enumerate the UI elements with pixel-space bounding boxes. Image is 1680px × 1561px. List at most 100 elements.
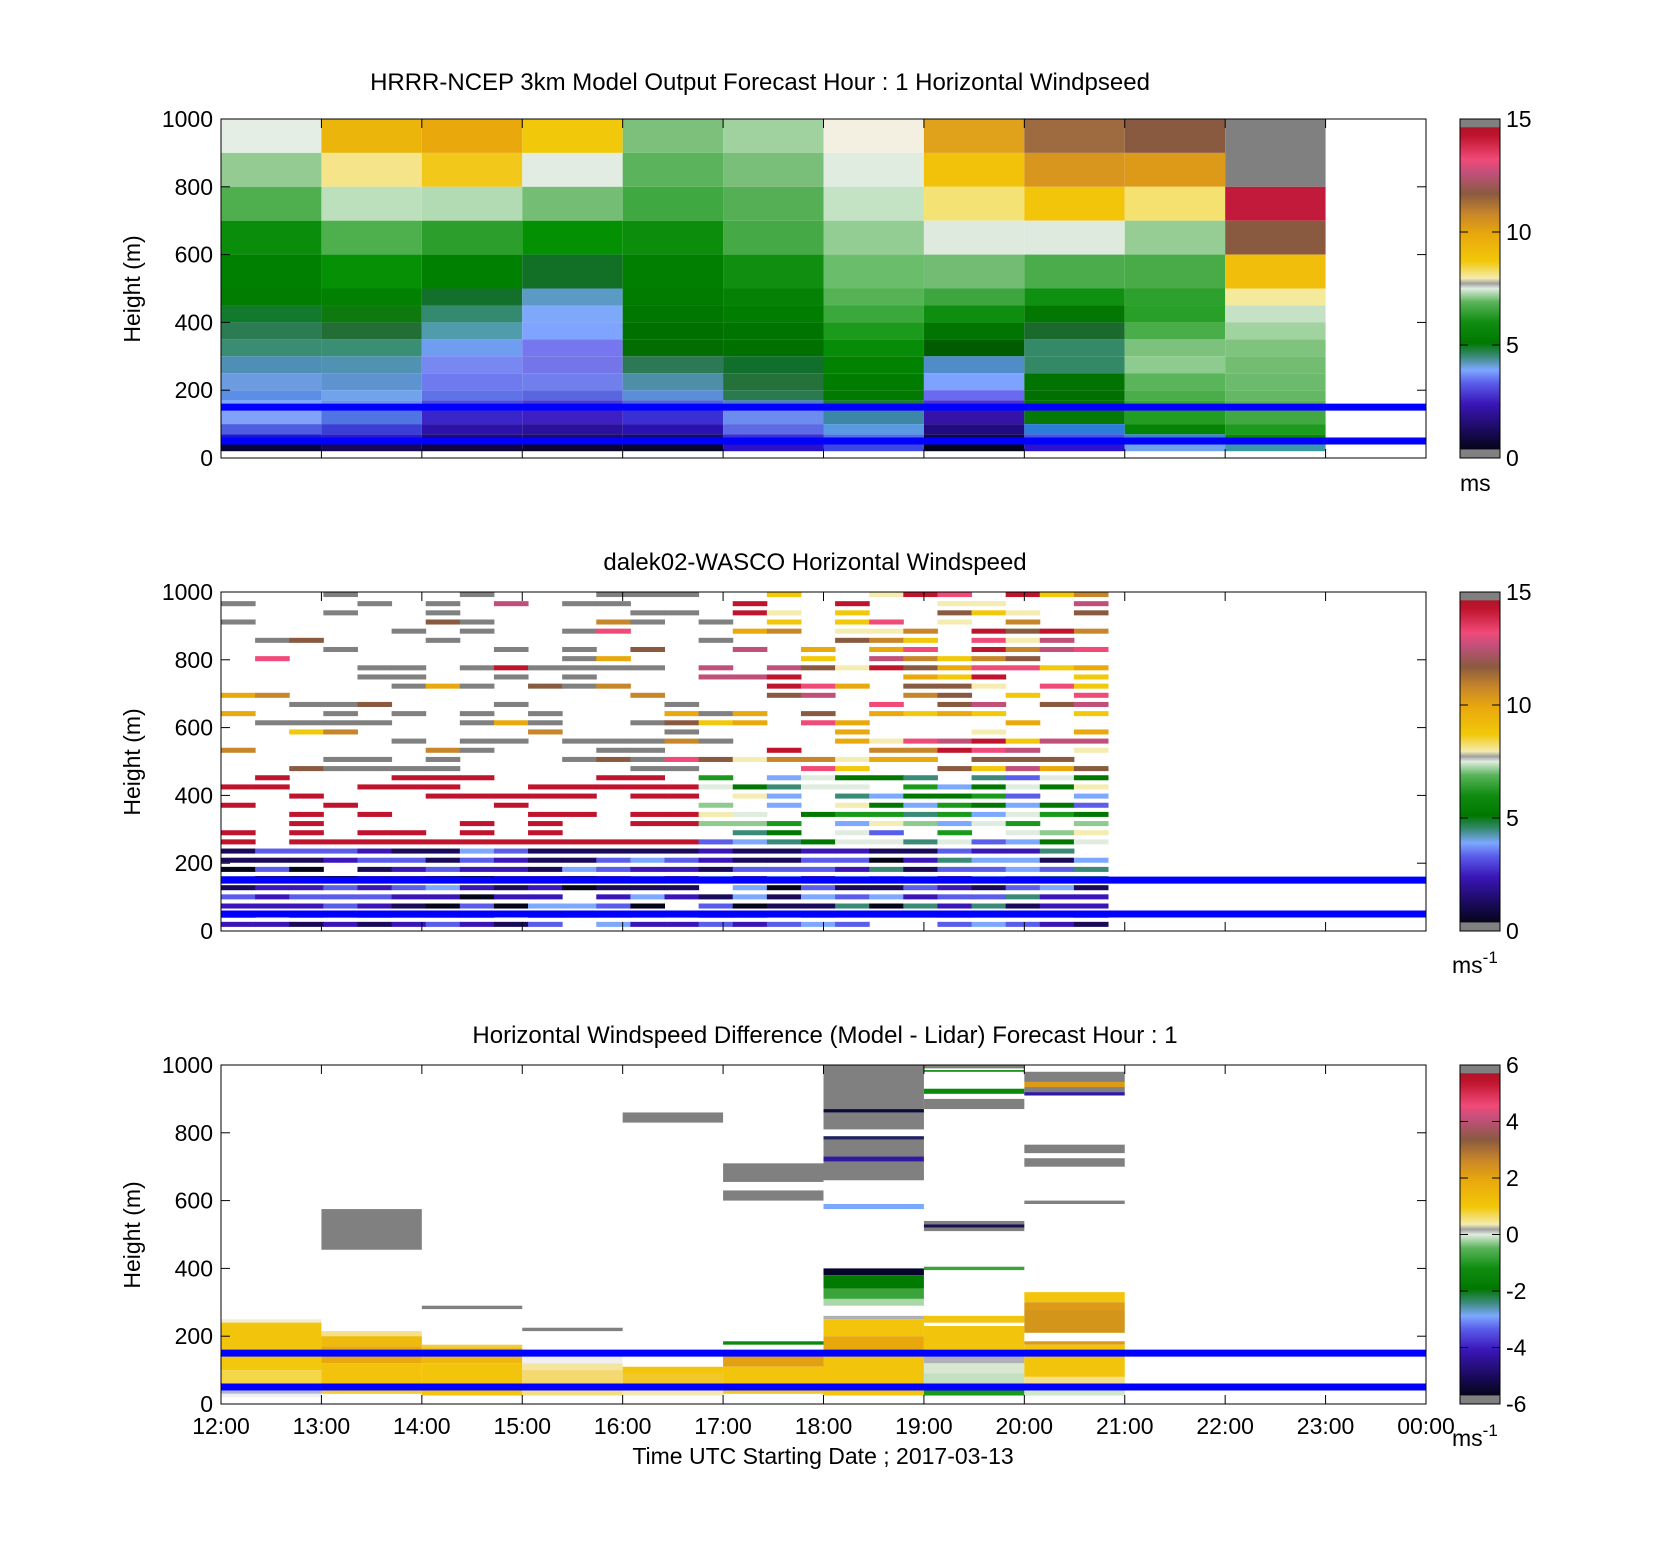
heatmap-cell (357, 921, 393, 927)
heatmap-cell (1073, 811, 1109, 817)
heatmap-cell (1124, 339, 1226, 357)
heatmap-cell (732, 885, 768, 891)
heatmap-cell (421, 254, 523, 289)
heatmap-cell (971, 674, 1007, 680)
heatmap-cell (323, 592, 358, 598)
heatmap-cell (923, 1098, 1025, 1110)
heatmap-cell (425, 747, 461, 753)
heatmap-cell (1024, 1071, 1125, 1082)
heatmap-cell (596, 665, 631, 671)
heatmap-cell (221, 802, 256, 808)
heatmap-cell (630, 866, 666, 872)
heatmap-cell (323, 857, 358, 863)
heatmap-cell (1005, 857, 1041, 863)
heatmap-cell (723, 373, 824, 391)
x-axis-label: Time UTC Starting Date ; 2017-03-13 (632, 1443, 1013, 1469)
heatmap-cell (321, 424, 422, 435)
heatmap-cell (630, 839, 666, 845)
heatmap-cell (562, 885, 597, 891)
heatmap-cell (723, 288, 824, 306)
heatmap-cell (1039, 683, 1075, 689)
heatmap-cell (971, 610, 1007, 616)
heatmap-cell (562, 866, 597, 872)
heatmap-cell (493, 665, 529, 671)
y-tick-label: 1000 (162, 106, 213, 132)
heatmap-cell (766, 848, 802, 854)
heatmap-cell (835, 665, 870, 671)
heatmap-cell (1073, 775, 1109, 781)
heatmap-cell (1005, 784, 1041, 790)
heatmap-cell (528, 848, 563, 854)
heatmap-cell (835, 821, 870, 827)
heatmap-cell (289, 848, 324, 854)
heatmap-cell (723, 119, 824, 153)
colorbar: 0 5 10 15 (1459, 106, 1532, 471)
heatmap-cell (1225, 119, 1326, 187)
reference-lines (221, 876, 1426, 918)
heatmap-cell (630, 766, 666, 772)
heatmap-cell (562, 674, 597, 680)
heatmap-cell (766, 674, 802, 680)
heatmap-cell (903, 592, 938, 598)
heatmap-cell (522, 356, 623, 374)
heatmap-cell (323, 802, 358, 808)
heatmap-cell (221, 410, 322, 425)
colorbar-tick-label: 10 (1506, 692, 1532, 718)
heatmap-cell (425, 619, 461, 625)
heatmap-cell (903, 747, 938, 753)
heatmap-cell (1024, 322, 1125, 340)
heatmap-cell (221, 119, 322, 153)
heatmap-cell (459, 866, 495, 872)
heatmap-cell (1024, 1341, 1125, 1345)
heatmap-cell (459, 720, 495, 726)
heatmap-cell (289, 811, 324, 817)
heatmap-cell (1225, 444, 1326, 452)
heatmap-cell (732, 811, 768, 817)
heatmap-cell (923, 1266, 1025, 1271)
heatmap-cell (562, 839, 597, 845)
heatmap-cell (357, 866, 393, 872)
x-tick-label: 22:00 (1196, 1413, 1254, 1439)
heatmap-cell (698, 619, 734, 625)
heatmap-cell (562, 738, 597, 744)
heatmap-cell (1073, 903, 1109, 909)
heatmap-cell (903, 866, 938, 872)
heatmap-cell (937, 848, 973, 854)
heatmap-cell (1039, 848, 1075, 854)
heatmap-cell (723, 356, 824, 374)
heatmap-cell (421, 373, 523, 391)
heatmap-cell (664, 894, 700, 900)
heatmap-cell (823, 373, 924, 391)
heatmap-cell (937, 610, 973, 616)
heatmap-cell (1124, 305, 1226, 323)
heatmap-cell (255, 903, 290, 909)
heatmap-cell (723, 305, 824, 323)
heatmap-cell (732, 903, 768, 909)
heatmap-cell (1225, 305, 1326, 323)
heatmap-cell (622, 410, 724, 425)
heatmap-cell (421, 424, 523, 435)
heatmap-cell (766, 866, 802, 872)
heatmap-cell (1073, 747, 1109, 753)
heatmap-cell (903, 848, 938, 854)
heatmap-cell (255, 885, 290, 891)
heatmap-cell (923, 410, 1025, 425)
heatmap-cell (528, 903, 563, 909)
colorbar-tick-label: 4 (1506, 1109, 1519, 1135)
y-tick-label: 200 (175, 1323, 213, 1349)
heatmap-cell (823, 1275, 924, 1289)
heatmap-cell (823, 1315, 924, 1320)
heatmap-cell (622, 356, 724, 374)
heatmap-cell (357, 756, 393, 762)
heatmap-cell (664, 784, 700, 790)
colorbar-unit: ms (1460, 470, 1491, 496)
heatmap-cell (425, 848, 461, 854)
heatmap-cell (723, 220, 824, 255)
heatmap-cell (923, 1065, 1025, 1069)
x-ticks (220, 592, 1427, 931)
heatmap-cell (723, 1366, 824, 1384)
heatmap-cell (357, 894, 393, 900)
heatmap-cell (596, 683, 631, 689)
heatmap-cell (800, 894, 836, 900)
heatmap-cell (823, 410, 924, 425)
